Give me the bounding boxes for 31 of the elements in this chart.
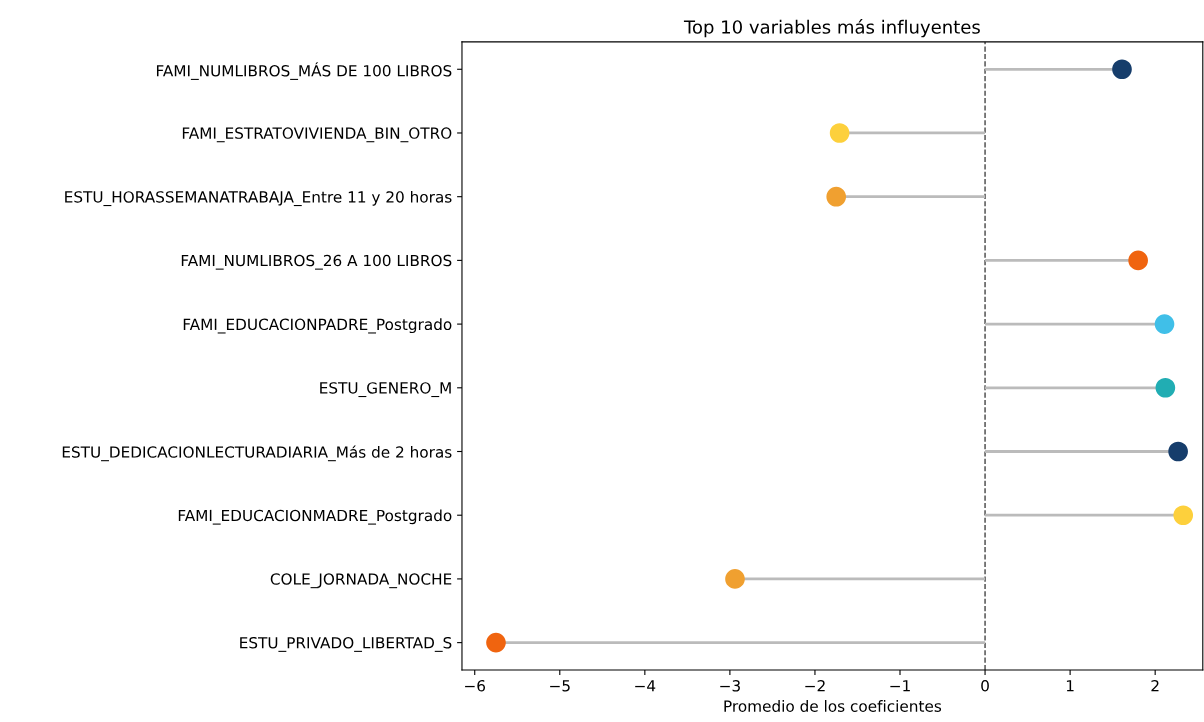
point — [725, 569, 745, 589]
y-tick-label: ESTU_DEDICACIONLECTURADIARIA_Más de 2 horas — [62, 445, 452, 462]
x-tick-label: −5 — [550, 680, 570, 692]
x-tick-label: −3 — [720, 680, 740, 692]
y-tick-label: FAMI_EDUCACIONPADRE_Postgrado — [183, 318, 452, 334]
point — [1154, 314, 1175, 334]
y-tick-label: ESTU_HORASSEMANATRABAJA_Entre 11 y 20 horas — [65, 190, 452, 207]
point — [486, 632, 506, 653]
chart-title: Top 10 variables más influyentes — [683, 19, 980, 38]
y-tick-label: FAMI_NUMLIBROS_MÁS DE 100 LIBROS — [156, 62, 452, 80]
point — [826, 186, 847, 207]
x-tick-label: −1 — [890, 680, 910, 692]
x-tick-label: 0 — [981, 680, 989, 692]
y-tick-label: FAMI_NUMLIBROS_26 A 100 LIBROS — [181, 254, 452, 270]
point — [1112, 59, 1132, 80]
x-axis-title: Promedio de los coeficientes — [724, 700, 942, 712]
point — [1128, 250, 1148, 271]
y-tick-label: FAMI_ESTRATOVIVIENDA_BIN_OTRO — [182, 127, 452, 143]
y-tick-label: ESTU_GENERO_M — [320, 382, 451, 398]
x-tick-label: 2 — [1151, 680, 1159, 692]
x-tick-label: −4 — [635, 680, 656, 692]
point — [1173, 505, 1194, 526]
x-tick-label: −6 — [465, 680, 486, 692]
y-tick-label: COLE_JORNADA_NOCHE — [270, 573, 452, 589]
y-tick-label: ESTU_PRIVADO_LIBERTAD_S — [240, 636, 452, 652]
x-tick-label: 1 — [1066, 680, 1074, 692]
point — [1155, 377, 1176, 398]
point — [1168, 441, 1188, 462]
y-tick-label: FAMI_EDUCACIONMADRE_Postgrado — [178, 509, 452, 525]
point — [829, 123, 850, 143]
x-tick-label: −2 — [805, 680, 825, 692]
